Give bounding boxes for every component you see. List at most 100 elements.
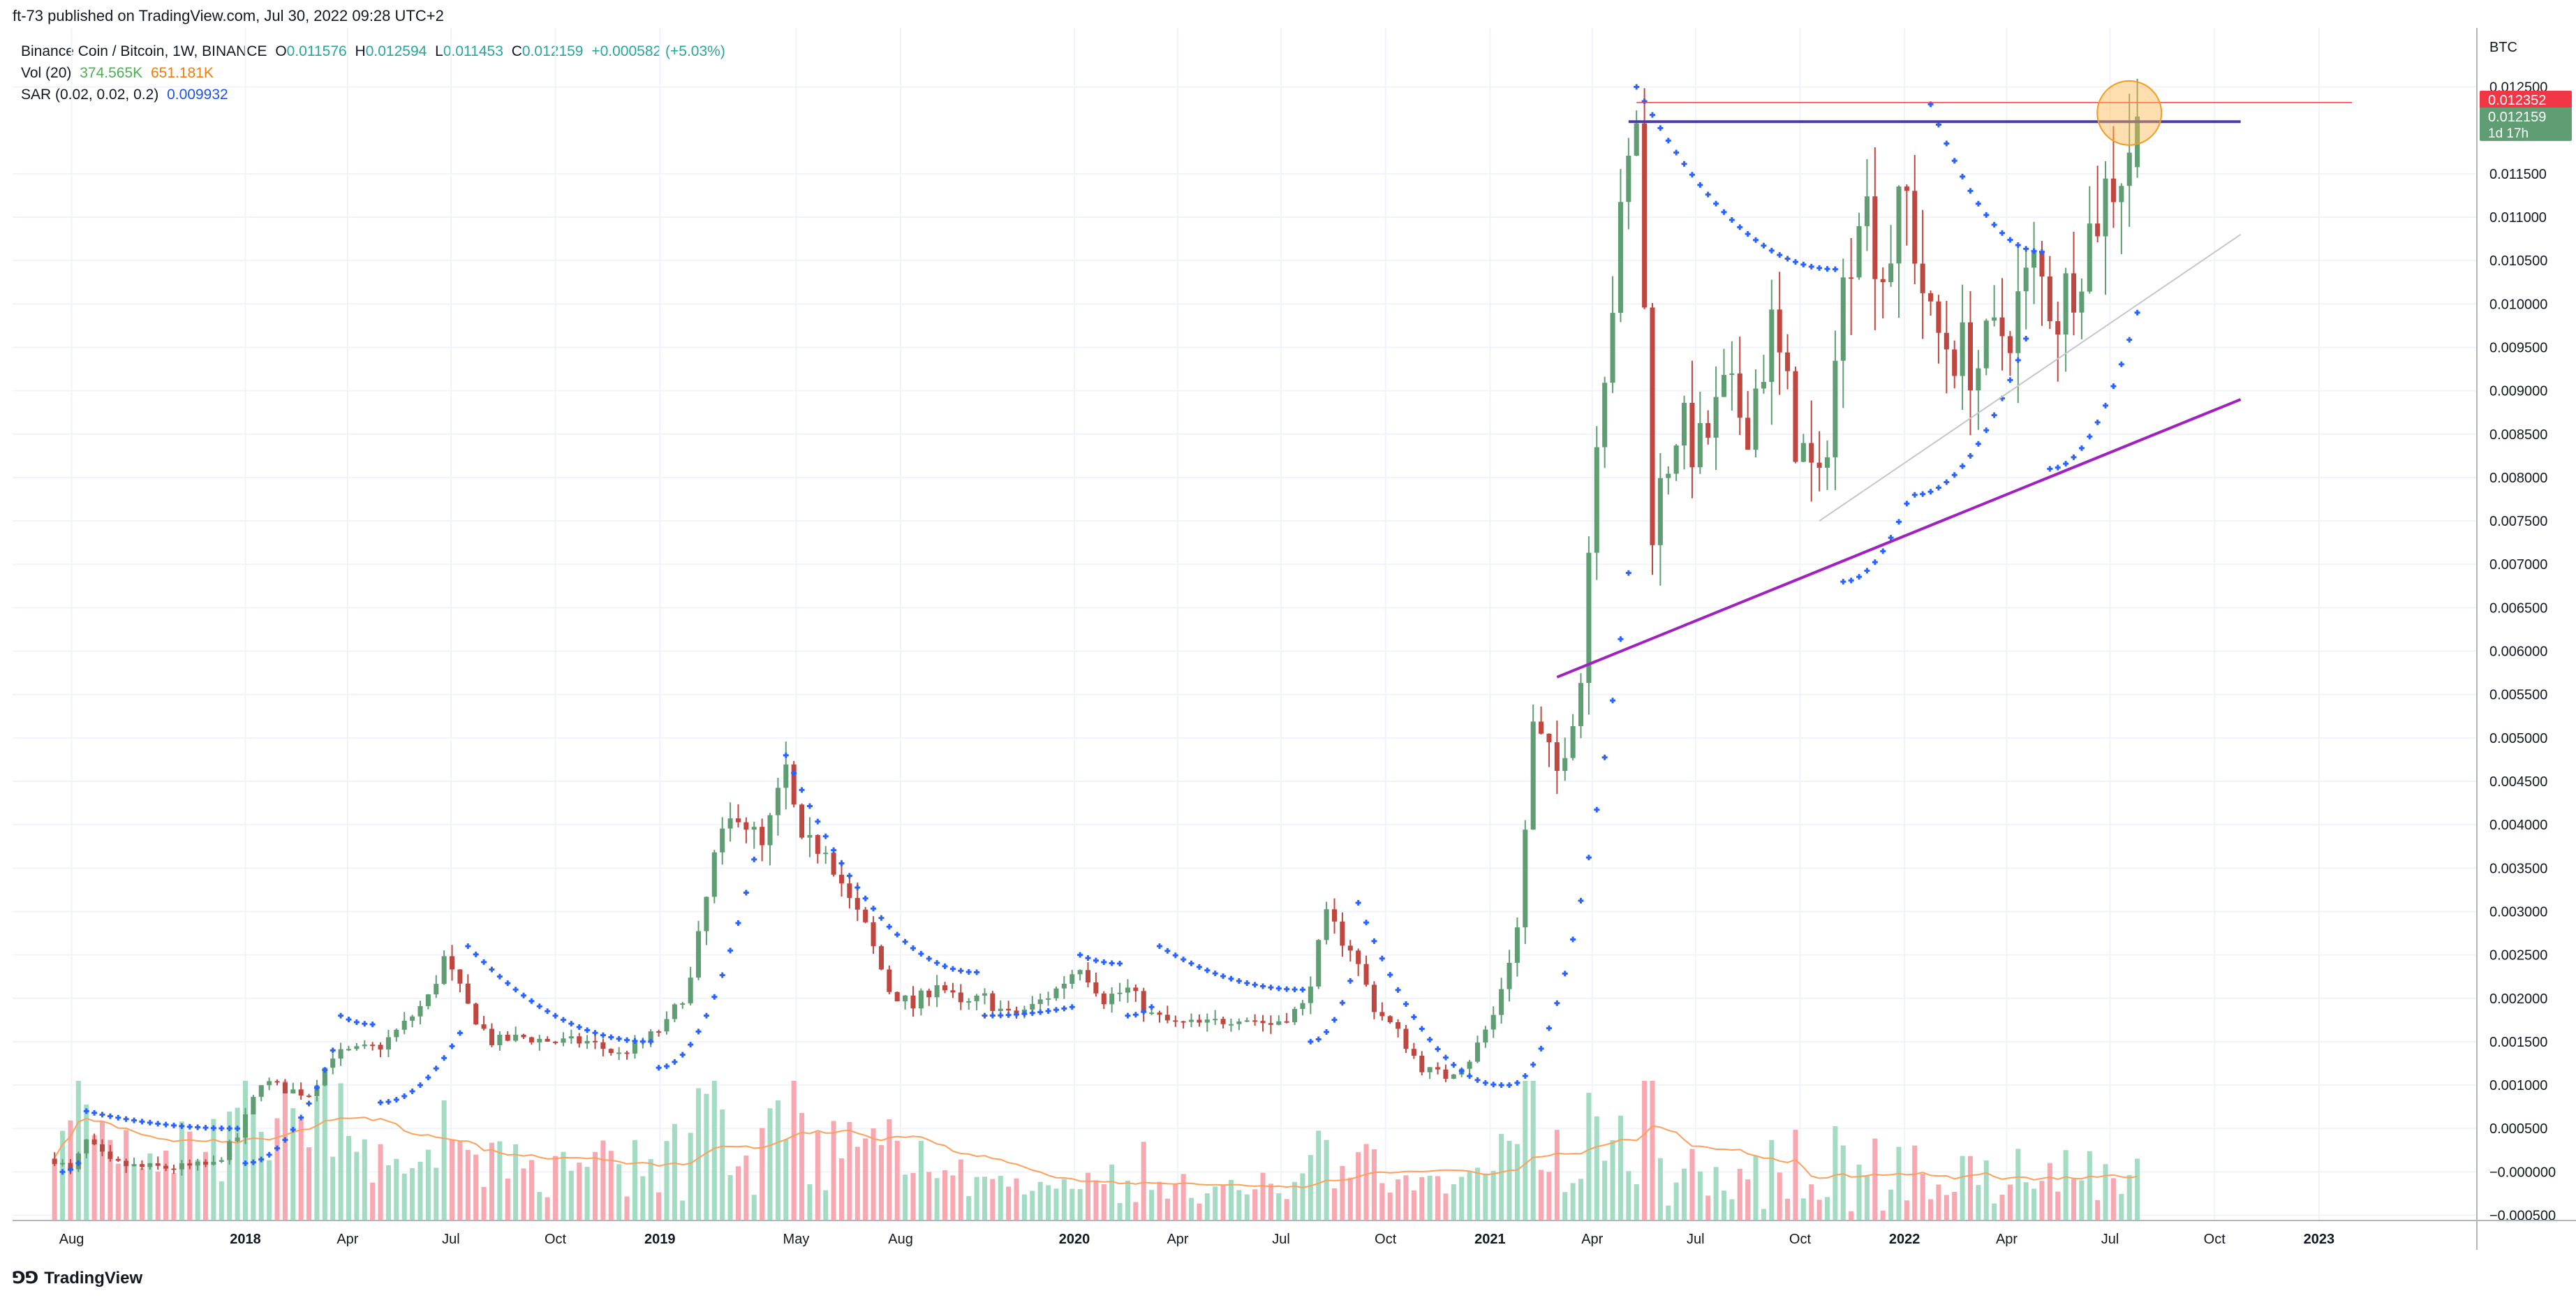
volume-bar: [1960, 1156, 1965, 1220]
sar-dot: [1601, 754, 1608, 760]
sar-dot: [195, 1124, 201, 1130]
volume-bar: [711, 1081, 717, 1220]
candle-up: [1300, 1003, 1305, 1009]
x-tick-label: Aug: [59, 1232, 84, 1247]
sar-dot: [385, 1098, 392, 1105]
y-tick-label: 0.006000: [2489, 644, 2547, 660]
volume-bar: [1785, 1198, 1791, 1220]
candle-down: [1085, 970, 1091, 982]
sar-dot: [2031, 248, 2037, 254]
candle-up: [1610, 313, 1615, 383]
volume-bar: [1689, 1149, 1695, 1220]
sar-dot: [846, 873, 852, 879]
candle-up: [2126, 152, 2132, 186]
volume-bar: [1849, 1211, 1854, 1220]
volume-bar: [783, 1139, 789, 1220]
volume-bar: [338, 1083, 343, 1220]
volume-bar: [1976, 1185, 1981, 1220]
sar-dot: [496, 973, 503, 980]
header-bar: ft-73 published on TradingView.com, Jul …: [0, 0, 2576, 28]
sar-dot: [1904, 501, 1910, 507]
y-tick-label: 0.002000: [2489, 991, 2547, 1007]
sar-dot: [433, 1065, 439, 1072]
volume-bar: [108, 1140, 113, 1220]
candle-up: [1729, 373, 1735, 375]
y-tick-label: 0.003500: [2489, 861, 2547, 876]
candle-up: [258, 1085, 264, 1097]
volume-bar: [1666, 1205, 1671, 1220]
sar-dot: [1618, 636, 1624, 642]
candle-down: [1101, 993, 1106, 1005]
candle-up: [1069, 974, 1075, 984]
volume-bar: [410, 1167, 415, 1220]
sar-dot: [528, 998, 535, 1004]
sar-dot: [1196, 964, 1202, 970]
trendlines[interactable]: [1556, 80, 2353, 679]
sar-dot: [362, 1021, 368, 1027]
volume-bar: [2135, 1158, 2140, 1220]
volume-bar: [1626, 1171, 1631, 1220]
legend-low: 0.011453: [443, 43, 503, 59]
volume-bar: [577, 1163, 582, 1220]
volume-bar: [1554, 1130, 1560, 1220]
sar-dot: [1458, 1068, 1465, 1074]
legend-volume-label[interactable]: Vol (20): [21, 65, 72, 81]
candle-up: [1976, 368, 1981, 391]
candle-down: [942, 985, 948, 991]
candle-down: [863, 909, 868, 922]
volume-bar: [227, 1111, 232, 1220]
chart-grid: [13, 28, 2477, 1220]
candle-down: [155, 1163, 161, 1166]
candle-up: [513, 1034, 519, 1041]
candle-down: [1340, 921, 1345, 946]
volume-bar: [1546, 1172, 1552, 1220]
candle-down: [1642, 123, 1648, 308]
price-label-text: 0.012159: [2488, 110, 2546, 125]
candle-up: [767, 815, 773, 846]
legend-high-label: H: [355, 43, 366, 59]
volume-bar: [1523, 1081, 1528, 1220]
sar-dot: [1275, 985, 1282, 991]
sar-dot: [2038, 249, 2045, 255]
sar-dot: [719, 972, 725, 978]
volume-bar: [760, 1128, 765, 1220]
legend-symbol[interactable]: Binance Coin / Bitcoin, 1W, BINANCE: [21, 43, 267, 59]
volume-bar: [131, 1165, 137, 1220]
volume-bar: [2071, 1179, 2077, 1220]
volume-bar: [1260, 1172, 1266, 1220]
tradingview-logo[interactable]: ⅁⅁ TradingView: [13, 1268, 142, 1288]
volume-bar: [1697, 1171, 1703, 1220]
volume-bar: [1077, 1189, 1083, 1220]
sar-dot: [1983, 212, 1990, 218]
sar-dot: [1920, 491, 1926, 497]
y-tick-label: 0.010500: [2489, 253, 2547, 269]
publisher-line: ft-73 published on TradingView.com, Jul …: [13, 7, 444, 24]
sar-dot: [592, 1030, 598, 1036]
sar-dot: [1960, 173, 1966, 179]
volume-bar: [1530, 1081, 1536, 1220]
sar-dot: [1721, 209, 1727, 215]
volume-bar: [370, 1182, 376, 1220]
sar-dot: [703, 1012, 709, 1019]
y-tick-label: 0.006500: [2489, 600, 2547, 616]
sar-dot: [115, 1114, 121, 1121]
sar-dot: [131, 1117, 138, 1123]
sar-dot: [1411, 1014, 1417, 1020]
volume-bar: [1419, 1177, 1425, 1220]
candle-up: [696, 931, 702, 978]
volume-bar: [990, 1179, 995, 1220]
legend-sar-label[interactable]: SAR (0.02, 0.02, 0.2): [21, 87, 159, 103]
volume-bar: [1833, 1126, 1838, 1220]
candle-down: [950, 990, 956, 993]
volume-bar: [791, 1081, 797, 1220]
candle-down: [1268, 1023, 1273, 1025]
volume-bar: [1284, 1199, 1289, 1220]
sar-dot: [1244, 980, 1250, 986]
volume-bar: [632, 1140, 637, 1220]
sar-dot: [512, 987, 519, 993]
volume-bar: [195, 1160, 200, 1220]
candle-up: [1673, 445, 1679, 474]
volume-bar: [1228, 1179, 1234, 1220]
sar-dot: [1005, 1012, 1012, 1018]
